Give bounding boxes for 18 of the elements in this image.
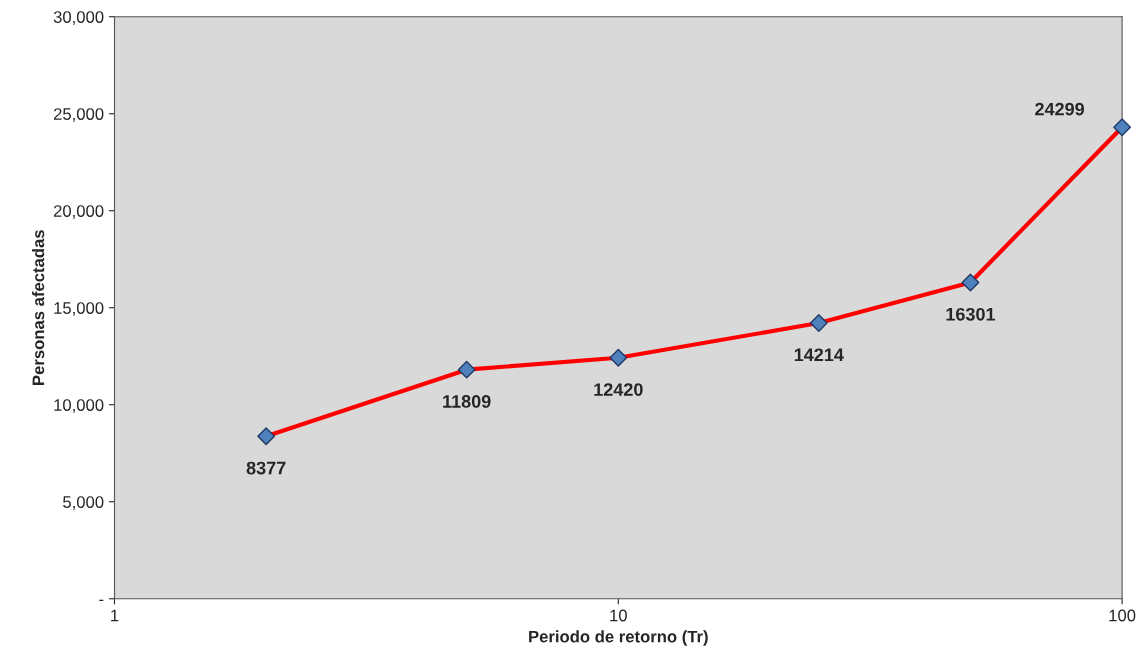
y-tick-label: 15,000 (54, 302, 104, 316)
x-tick-label: 10 (610, 609, 627, 622)
y-tick-label: 25,000 (53, 108, 104, 122)
x-tick-label: 100 (1109, 609, 1136, 622)
y-tick-label: - (99, 599, 104, 602)
data-label: 8377 (246, 461, 286, 475)
y-tick-label: 30,000 (53, 11, 104, 25)
data-label: 11809 (443, 395, 491, 408)
data-label: 12420 (594, 383, 643, 396)
y-tick-label: 5,000 (63, 496, 104, 510)
data-label: 14214 (794, 348, 844, 361)
data-label: 24299 (1035, 102, 1085, 116)
x-tick-label: 1 (111, 609, 119, 622)
x-axis-title: Periodo de retorno (Tr) (529, 630, 708, 646)
y-axis-title: Personas afectadas (32, 230, 45, 385)
data-label: 16301 (946, 307, 996, 321)
y-tick-label: 10,000 (54, 399, 104, 413)
y-tick-label: 20,000 (53, 205, 104, 219)
